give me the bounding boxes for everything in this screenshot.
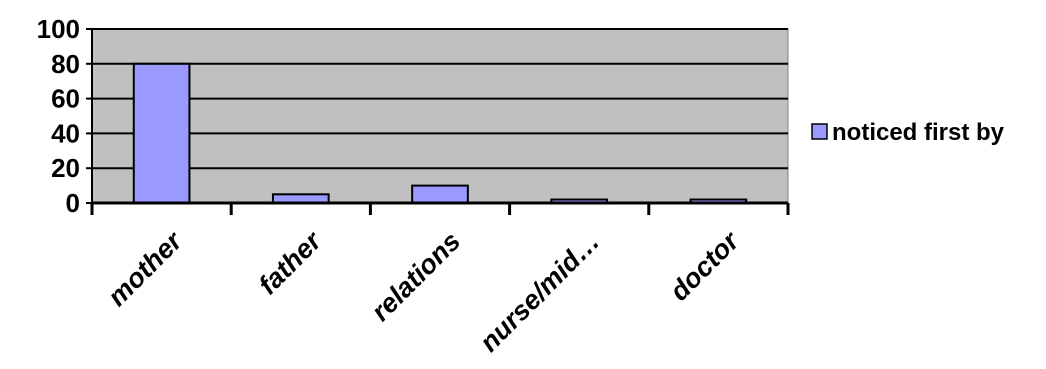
y-tick-label: 40 xyxy=(51,118,80,148)
x-tick-label: father xyxy=(253,225,328,300)
plot-area xyxy=(91,28,789,204)
bar xyxy=(132,62,191,204)
y-tick-labels: 0 20 40 60 80 100 xyxy=(37,14,92,218)
x-tick-labels: mother father relations nurse/mid… doctor xyxy=(102,225,746,358)
legend: noticed first by xyxy=(811,119,1005,146)
x-tick-label: relations xyxy=(365,226,466,327)
legend-label: noticed first by xyxy=(832,119,1005,146)
legend-swatch xyxy=(811,123,828,140)
x-tick-label: doctor xyxy=(664,225,746,307)
y-tick-label: 60 xyxy=(51,84,80,114)
bar xyxy=(411,184,469,205)
x-tick-label: mother xyxy=(102,225,189,312)
y-tick-label: 0 xyxy=(66,188,80,218)
axes xyxy=(90,29,790,215)
y-tick-label: 20 xyxy=(51,153,80,183)
gridlines xyxy=(92,28,788,170)
y-tick-label: 100 xyxy=(37,14,80,44)
y-tick-label: 80 xyxy=(51,49,80,79)
x-tick-label: nurse/mid… xyxy=(474,226,606,358)
